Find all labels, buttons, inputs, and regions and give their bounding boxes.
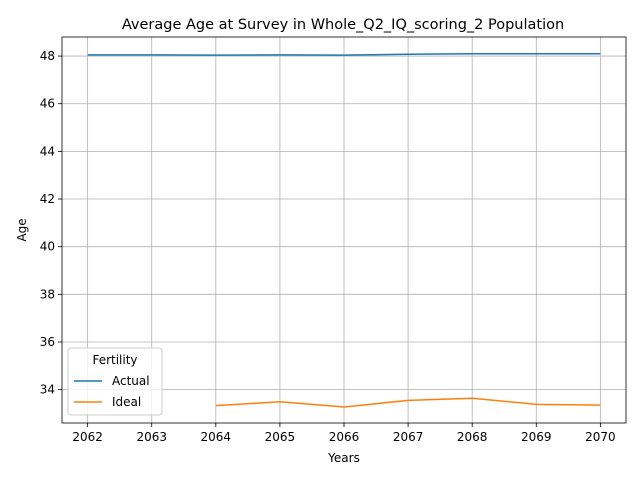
y-axis-label: Age bbox=[15, 218, 29, 241]
y-tick-label: 44 bbox=[40, 144, 55, 158]
legend-label-actual: Actual bbox=[112, 374, 150, 388]
x-tick-label: 2066 bbox=[329, 430, 360, 444]
grid-lines bbox=[62, 37, 626, 423]
y-tick-label: 36 bbox=[40, 335, 55, 349]
x-tick-label: 2065 bbox=[265, 430, 296, 444]
y-tick-label: 42 bbox=[40, 192, 55, 206]
x-tick-label: 2067 bbox=[393, 430, 424, 444]
x-tick-label: 2070 bbox=[585, 430, 616, 444]
x-axis-label: Years bbox=[327, 451, 360, 465]
x-axis-ticks: 2062 2063 2064 2065 2066 2067 2068 2069 2070 bbox=[72, 423, 616, 444]
y-tick-label: 38 bbox=[40, 287, 55, 301]
y-tick-label: 34 bbox=[40, 383, 55, 397]
x-tick-label: 2063 bbox=[136, 430, 167, 444]
legend-label-ideal: Ideal bbox=[112, 395, 141, 409]
series-line-ideal bbox=[215, 397, 601, 408]
y-tick-label: 48 bbox=[40, 49, 55, 63]
y-axis-ticks: 34 36 38 40 42 44 46 48 bbox=[40, 49, 62, 397]
y-tick-label: 46 bbox=[40, 97, 55, 111]
chart-title: Average Age at Survey in Whole_Q2_IQ_sco… bbox=[122, 17, 564, 33]
x-tick-label: 2068 bbox=[457, 430, 488, 444]
x-tick-label: 2064 bbox=[201, 430, 232, 444]
legend: Fertility Actual Ideal bbox=[67, 347, 163, 416]
y-tick-label: 40 bbox=[40, 240, 55, 254]
series-lines bbox=[87, 52, 601, 408]
series-line-actual bbox=[87, 52, 601, 56]
legend-frame bbox=[67, 347, 163, 416]
legend-entries: Actual Ideal bbox=[74, 374, 150, 409]
legend-title: Fertility bbox=[92, 353, 137, 367]
x-tick-label: 2069 bbox=[521, 430, 552, 444]
x-tick-label: 2062 bbox=[72, 430, 103, 444]
